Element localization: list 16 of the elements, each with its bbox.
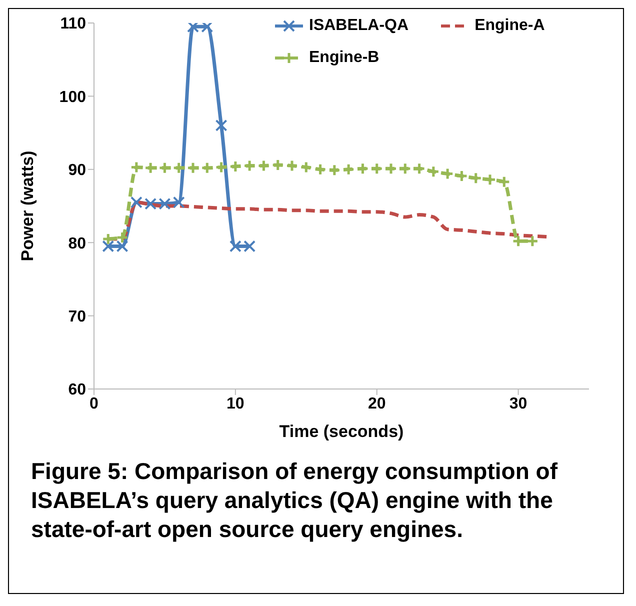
legend-label: Engine-A [474, 17, 545, 35]
legend-label: Engine-B [309, 49, 380, 67]
x-axis-title: Time (seconds) [279, 422, 404, 441]
y-tick-label: 110 [60, 16, 86, 33]
y-tick-label: 80 [68, 235, 86, 252]
x-tick-label: 20 [368, 395, 386, 412]
x-tick-label: 0 [90, 395, 99, 412]
caption: Figure 5: Comparison of energy consumption of ISABELA’s query analytics (QA) engine with the state-of-art open source query engines. [31, 457, 559, 544]
y-tick-label: 70 [68, 308, 86, 326]
y-tick-label: 60 [68, 382, 86, 399]
x-tick-label: 30 [509, 395, 528, 412]
y-tick-label: 100 [59, 88, 86, 106]
legend-label: ISABELA-QA [309, 17, 409, 35]
y-axis-title: Power (watts) [18, 150, 38, 262]
x-tick-label: 10 [226, 395, 244, 412]
y-tick-label: 90 [68, 162, 86, 180]
